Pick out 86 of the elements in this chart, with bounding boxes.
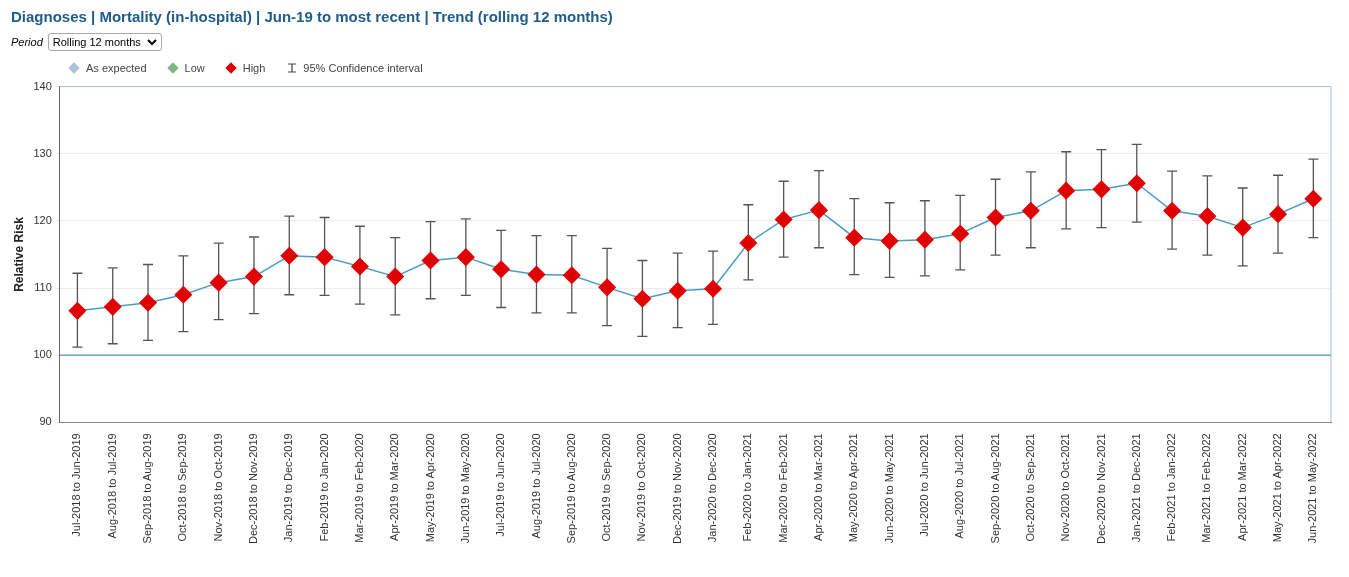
y-tick-label: 100 [33, 348, 52, 361]
x-tick-label: Mar-2021 to Feb-2022 [1200, 433, 1213, 543]
x-tick-label: Apr-2020 to Mar-2021 [812, 433, 824, 541]
point [704, 279, 722, 298]
x-tick-label: Dec-2018 to Nov-2019 [247, 433, 259, 544]
point [880, 232, 899, 250]
point [1198, 207, 1217, 225]
x-tick-label: Feb-2021 to Jan-2022 [1165, 433, 1178, 542]
point [845, 228, 864, 247]
x-tick-label: Nov-2018 to Oct-2019 [211, 433, 224, 542]
text: Rolling 12 months [47, 33, 162, 51]
x-tick-label: Jan-2020 to Dec-2020 [706, 433, 719, 543]
point [1269, 205, 1287, 223]
point [174, 285, 193, 304]
point [739, 234, 758, 252]
x-tick-label: Nov-2020 to Oct-2021 [1059, 433, 1072, 542]
x-tick-label: Dec-2020 to Nov-2021 [1094, 433, 1107, 544]
x-tick-label: Jun-2020 to May-2021 [882, 433, 895, 544]
y-tick-label: 130 [33, 146, 52, 159]
text: Period [11, 36, 43, 48]
chart-title: Diagnoses | Mortality (in-hospital) | Jun-19 to most recent | Trend (rolling 12 months) [11, 8, 614, 25]
point [951, 224, 969, 243]
y-tick-label: 110 [34, 281, 52, 294]
point [916, 230, 934, 249]
x-tick-label: Mar-2019 to Feb-2020 [352, 433, 365, 543]
x-tick-label: Sep-2020 to Aug-2021 [988, 433, 1001, 544]
x-tick-label: Sep-2018 to Aug-2019 [141, 433, 154, 544]
point [986, 208, 1005, 227]
y-tick-label: 90 [39, 415, 52, 428]
text: 95% Confidence interval [302, 62, 423, 74]
point [633, 290, 652, 308]
x-tick-label: Nov-2019 to Oct-2020 [635, 433, 648, 542]
point [1163, 202, 1181, 220]
point [68, 302, 87, 320]
point [563, 266, 581, 285]
x-tick-label: Apr-2019 to Mar-2020 [388, 433, 401, 541]
x-tick-label: Feb-2020 to Jan-2021 [741, 433, 754, 542]
point [103, 298, 122, 316]
x-tick-label: Jan-2021 to Dec-2021 [1129, 433, 1142, 543]
point [1057, 181, 1075, 200]
x-tick-label: Aug-2020 to Jul-2021 [953, 433, 966, 539]
x-tick-label: Sep-2019 to Aug-2020 [564, 433, 577, 544]
legend-label: Low [183, 62, 205, 74]
point [527, 265, 546, 284]
point [315, 248, 334, 266]
point [386, 267, 404, 286]
point [351, 257, 369, 276]
point [492, 260, 510, 278]
x-tick-label: Jul-2020 to Jun-2021 [917, 433, 930, 537]
point [1092, 180, 1111, 199]
point [1304, 189, 1323, 208]
x-tick-label: Oct-2020 to Sep-2021 [1023, 433, 1036, 542]
point [810, 201, 828, 219]
point [1022, 202, 1040, 220]
point [774, 210, 793, 229]
point [457, 248, 475, 266]
x-tick-label: Jun-2021 to May-2022 [1306, 433, 1319, 544]
x-tick-label: Oct-2019 to Sep-2020 [600, 433, 613, 542]
point [1233, 218, 1252, 237]
x-tick-label: Mar-2020 to Feb-2021 [776, 433, 789, 543]
x-tick-label: Jan-2019 to Dec-2019 [282, 433, 295, 543]
x-tick-label: May-2021 to Apr-2022 [1271, 433, 1284, 543]
x-tick-label: Oct-2018 to Sep-2019 [176, 433, 189, 542]
point [209, 273, 228, 292]
x-tick-label: Feb-2019 to Jan-2020 [317, 433, 330, 542]
legend-label: High [241, 62, 266, 74]
point [598, 278, 616, 297]
x-tick-label: May-2019 to Apr-2020 [423, 433, 436, 543]
y-axis-title: Relative Risk [11, 216, 26, 292]
x-tick-label: Aug-2019 to Jul-2020 [529, 433, 542, 539]
point [245, 267, 263, 286]
y-tick-label: 140 [33, 79, 52, 92]
x-tick-label: Jun-2019 to May-2020 [458, 433, 471, 544]
x-tick-label: May-2020 to Apr-2021 [847, 433, 860, 543]
point [668, 281, 687, 300]
point [280, 247, 299, 265]
point [1128, 174, 1146, 193]
y-tick-label: 120 [33, 213, 52, 226]
x-tick-label: Jul-2018 to Jun-2019 [70, 433, 83, 537]
point [421, 251, 440, 270]
x-tick-label: Jul-2019 to Jun-2020 [494, 433, 507, 537]
legend-label: As expected [85, 62, 147, 74]
x-tick-label: Aug-2018 to Jul-2019 [105, 433, 118, 539]
x-tick-label: Dec-2019 to Nov-2020 [670, 433, 683, 544]
point [139, 294, 157, 312]
x-tick-label: Apr-2021 to Mar-2022 [1235, 433, 1248, 541]
